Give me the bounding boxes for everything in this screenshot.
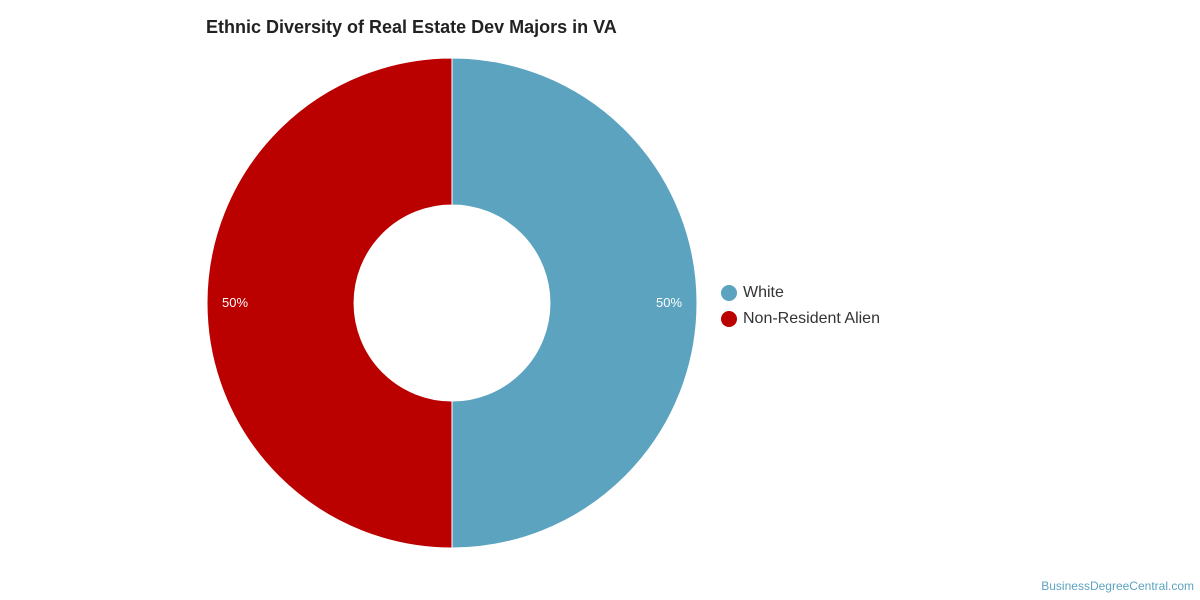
legend-label: Non-Resident Alien (743, 310, 880, 327)
slice-non-resident-alien (206, 57, 453, 549)
legend-item: Non-Resident Alien (721, 306, 880, 332)
slice-label-non-resident-alien: 50% (222, 295, 248, 310)
legend-label: White (743, 284, 784, 301)
watermark: BusinessDegreeCentral.com (1041, 579, 1194, 593)
chart-title: Ethnic Diversity of Real Estate Dev Majo… (206, 17, 617, 37)
legend: White Non-Resident Alien (721, 280, 880, 332)
slice-label-white: 50% (656, 295, 682, 310)
legend-swatch (721, 285, 737, 301)
legend-swatch (721, 311, 737, 327)
legend-item: White (721, 280, 880, 306)
slice-white (451, 57, 698, 549)
